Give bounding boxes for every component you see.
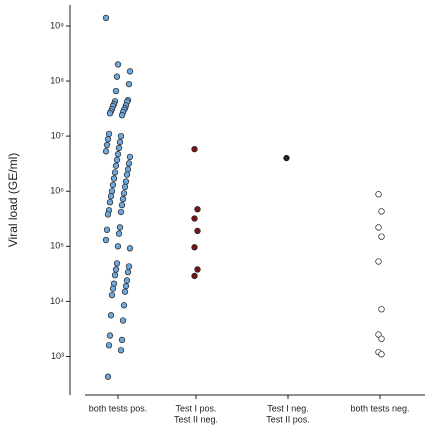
data-point <box>375 258 382 265</box>
data-point <box>120 190 128 197</box>
data-point <box>191 272 198 280</box>
data-point <box>102 236 110 244</box>
data-point <box>378 233 385 240</box>
data-point <box>117 208 125 216</box>
x-tick-label: Test I pos. <box>175 403 216 413</box>
data-point <box>104 373 112 380</box>
data-point <box>121 183 129 191</box>
data-point <box>191 215 198 222</box>
data-point <box>378 335 385 342</box>
data-point <box>114 61 122 68</box>
data-point <box>102 148 110 155</box>
data-point <box>122 178 130 185</box>
data-point <box>118 112 126 119</box>
data-point <box>191 244 198 251</box>
data-point <box>375 191 382 198</box>
data-point <box>104 211 112 218</box>
data-point <box>119 317 127 324</box>
y-tick-label: 10⁷ <box>51 131 64 141</box>
data-point <box>126 153 134 161</box>
data-point <box>378 208 385 215</box>
data-point <box>110 280 118 287</box>
x-tick-label: Test I neg. <box>267 403 309 413</box>
data-point <box>119 195 127 203</box>
y-tick-label: 10⁹ <box>50 20 64 30</box>
data-point <box>375 331 382 338</box>
data-point <box>114 151 122 158</box>
data-point <box>114 243 122 250</box>
data-point <box>124 166 132 173</box>
data-point <box>109 285 117 292</box>
data-point <box>116 224 124 231</box>
x-tick-label: Test II neg. <box>174 414 218 424</box>
y-axis-label: Viral load (GE/ml) <box>6 153 20 247</box>
data-point <box>125 160 133 167</box>
data-point <box>121 288 129 295</box>
x-tick-label: both tests pos. <box>89 403 148 413</box>
data-point <box>113 260 121 267</box>
data-point <box>102 14 110 22</box>
data-point <box>108 188 116 195</box>
data-point <box>126 245 134 252</box>
x-tick-label: Test II pos. <box>266 414 310 424</box>
y-tick-label: 10⁶ <box>50 186 64 196</box>
data-point <box>123 171 131 178</box>
data-point <box>115 144 123 152</box>
data-point <box>115 230 123 237</box>
data-point <box>194 206 201 213</box>
data-point <box>111 271 119 279</box>
y-tick-label: 10⁴ <box>50 296 64 306</box>
data-point <box>378 351 385 358</box>
data-point <box>194 266 201 273</box>
data-point <box>106 110 114 117</box>
data-point <box>105 130 113 137</box>
data-point <box>112 266 120 273</box>
data-point <box>283 154 290 162</box>
data-point <box>110 175 118 182</box>
data-point <box>106 332 114 339</box>
data-point <box>116 138 124 146</box>
data-point <box>103 141 111 149</box>
y-tick-label: 10⁸ <box>50 75 64 85</box>
data-point <box>126 68 134 75</box>
data-point <box>106 199 114 206</box>
data-point <box>117 347 125 354</box>
data-point <box>112 162 120 169</box>
data-point <box>191 146 198 153</box>
data-point <box>194 227 201 235</box>
data-point <box>108 291 116 299</box>
y-tick-label: 10³ <box>51 351 64 361</box>
data-point <box>113 156 121 164</box>
data-point <box>118 336 126 344</box>
data-point <box>107 193 115 200</box>
data-point <box>104 136 112 143</box>
data-point <box>113 73 121 80</box>
data-point <box>375 224 382 231</box>
x-tick-label: both tests neg. <box>350 403 409 413</box>
data-point <box>122 282 130 290</box>
data-point <box>125 80 133 88</box>
data-point <box>107 312 115 319</box>
data-point <box>117 132 125 140</box>
data-point <box>378 306 385 313</box>
data-point <box>125 263 133 270</box>
data-point <box>103 226 111 233</box>
data-point <box>123 277 131 284</box>
data-point <box>112 87 120 95</box>
data-point <box>124 268 132 276</box>
data-point <box>118 201 126 209</box>
y-tick-label: 10⁵ <box>50 241 64 251</box>
data-point <box>105 342 113 349</box>
data-point <box>120 302 128 309</box>
data-point <box>109 181 117 189</box>
data-point <box>111 169 119 176</box>
